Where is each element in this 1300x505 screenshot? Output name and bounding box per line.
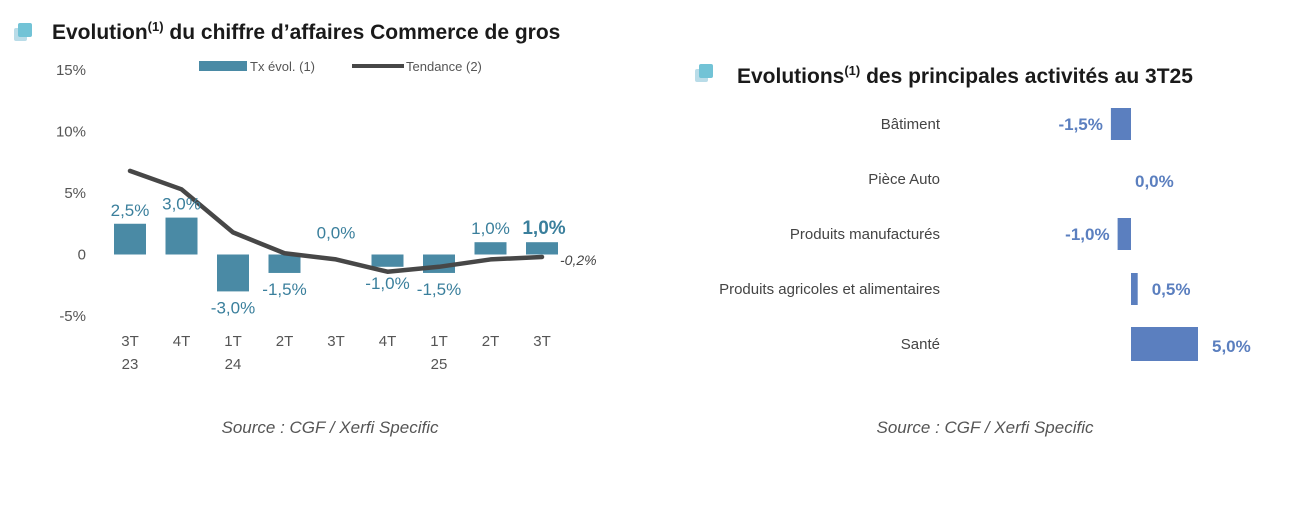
y-tick-label: 10% <box>56 124 86 141</box>
bar-data-label: 0,0% <box>317 224 356 243</box>
category-label: Bâtiment <box>881 116 941 133</box>
category-label: Pièce Auto <box>868 171 940 188</box>
trend-line: -0,2% <box>127 168 597 274</box>
category-label: Produits agricoles et alimentaires <box>719 281 940 298</box>
chart-title: Evolutions(1) des principales activités … <box>737 63 1193 88</box>
category-label: Santé <box>901 336 940 353</box>
hbar <box>1131 327 1198 361</box>
bar-data-label: 2,5% <box>111 201 150 220</box>
x-tick-label: 3T <box>533 333 551 350</box>
bar-data-label: 1,0% <box>471 219 510 238</box>
y-tick-label: 0 <box>78 247 86 264</box>
x-tick-label: 2T <box>276 333 294 350</box>
bars <box>114 217 558 292</box>
hbar-value-label: -1,5% <box>1058 115 1102 134</box>
x-tick-label: 1T <box>430 333 448 350</box>
hbar-value-label: -1,0% <box>1065 225 1109 244</box>
legend-bar-swatch <box>199 61 247 71</box>
bar <box>165 217 198 255</box>
x-tick-label: 4T <box>379 333 397 350</box>
x-tick-year-label: 25 <box>431 356 448 373</box>
title-square-icon <box>14 23 32 41</box>
data-labels: 2,5% 3,0% -3,0% -1,5% 0,0% -1,0% -1,5% 1,0% 1,0% <box>111 195 566 318</box>
bar-data-label: -1,5% <box>417 280 461 299</box>
y-tick-label: 15% <box>56 62 86 79</box>
y-tick-label: -5% <box>59 308 86 325</box>
horizontal-bars: Bâtiment -1,5% Pièce Auto 0,0% Produits manu… <box>719 108 1251 361</box>
bar-data-label: -1,0% <box>365 274 409 293</box>
hbar <box>1131 273 1138 305</box>
y-tick-label: 5% <box>64 185 86 202</box>
activities-evolution-chart: Evolutions(1) des principales activités … <box>695 63 1251 437</box>
x-tick-label: 3T <box>327 333 345 350</box>
x-tick-year-label: 23 <box>122 356 139 373</box>
legend-line-label: Tendance (2) <box>406 59 482 74</box>
source-note: Source : CGF / Xerfi Specific <box>222 418 439 437</box>
bar-data-label: 1,0% <box>522 218 565 239</box>
hbar <box>1110 108 1131 140</box>
bar-data-label: -1,5% <box>262 280 306 299</box>
x-tick-label: 3T <box>121 333 139 350</box>
trend-polyline <box>127 168 545 274</box>
bar-data-label: -3,0% <box>211 298 255 317</box>
y-axis: 15% 10% 5% 0 -5% <box>56 62 86 325</box>
left-chart-panel: Evolution(1) du chiffre d’affaires Comme… <box>0 0 640 505</box>
chart-title: Evolution(1) du chiffre d’affaires Comme… <box>52 19 560 44</box>
x-tick-label: 2T <box>482 333 500 350</box>
right-chart-panel: Evolutions(1) des principales activités … <box>640 0 1300 505</box>
legend-bar-label: Tx évol. (1) <box>250 59 315 74</box>
bar <box>371 254 404 267</box>
title-square-icon <box>695 64 713 82</box>
bar <box>217 254 249 292</box>
bar <box>526 242 558 255</box>
hbar-value-label: 0,5% <box>1152 280 1191 299</box>
x-axis: 3T 23 4T 1T 24 2T 3T 4T 1T 25 2T 3T <box>121 333 551 373</box>
revenue-evolution-chart: Evolution(1) du chiffre d’affaires Comme… <box>14 19 597 437</box>
x-tick-year-label: 24 <box>225 356 242 373</box>
legend: Tx évol. (1) Tendance (2) <box>199 59 482 74</box>
trend-end-label: -0,2% <box>560 252 597 268</box>
source-note: Source : CGF / Xerfi Specific <box>877 418 1094 437</box>
category-label: Produits manufacturés <box>790 226 940 243</box>
hbar-value-label: 5,0% <box>1212 337 1251 356</box>
hbar <box>1117 218 1131 250</box>
x-tick-label: 4T <box>173 333 191 350</box>
bar-data-label: 3,0% <box>162 195 201 214</box>
bar <box>474 242 507 255</box>
bar <box>268 254 301 273</box>
x-tick-label: 1T <box>224 333 242 350</box>
bar <box>114 223 146 255</box>
hbar-value-label: 0,0% <box>1135 172 1174 191</box>
